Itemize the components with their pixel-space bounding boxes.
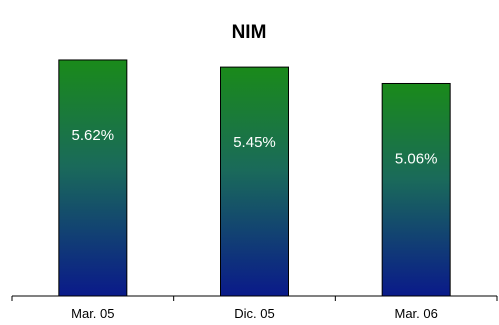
bar-2 bbox=[381, 82, 451, 297]
bar-1 bbox=[220, 66, 289, 297]
bar-value-label-0: 5.62% bbox=[72, 127, 115, 144]
chart-title: NIM bbox=[232, 22, 267, 43]
bar-value-label-2: 5.06% bbox=[395, 150, 438, 167]
x-tick-label-1: Dic. 05 bbox=[234, 306, 274, 321]
value-labels-group: 5.62% 5.45% 5.06% bbox=[72, 127, 438, 168]
bars-group bbox=[58, 59, 451, 297]
x-tick-label-2: Mar. 06 bbox=[394, 306, 437, 321]
bar-0 bbox=[58, 59, 128, 297]
x-tick-label-0: Mar. 05 bbox=[71, 306, 114, 321]
bar-value-label-1: 5.45% bbox=[233, 134, 276, 151]
x-ticks-group: Mar. 05 Dic. 05 Mar. 06 bbox=[11, 296, 498, 321]
